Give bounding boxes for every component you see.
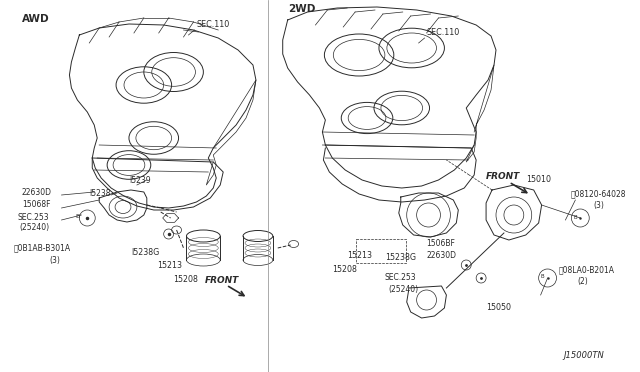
Text: l5238G: l5238G bbox=[131, 248, 159, 257]
Text: l5239: l5239 bbox=[129, 176, 150, 185]
Text: (3): (3) bbox=[593, 201, 604, 210]
Text: Ⓑ08120-64028: Ⓑ08120-64028 bbox=[570, 189, 626, 198]
Text: l5238: l5238 bbox=[89, 189, 111, 198]
Text: SEC.253: SEC.253 bbox=[385, 273, 417, 282]
Text: 15050: 15050 bbox=[486, 303, 511, 312]
Text: SEC.110: SEC.110 bbox=[426, 28, 460, 37]
Text: B: B bbox=[573, 215, 577, 219]
Text: 15010: 15010 bbox=[525, 175, 551, 184]
Text: FRONT: FRONT bbox=[204, 276, 239, 285]
Text: (2): (2) bbox=[577, 277, 588, 286]
Text: 15208: 15208 bbox=[173, 275, 198, 284]
Text: 15068F: 15068F bbox=[22, 200, 51, 209]
Text: 15238G: 15238G bbox=[385, 253, 416, 262]
Text: FRONT: FRONT bbox=[486, 172, 520, 181]
Text: J15000TN: J15000TN bbox=[563, 351, 604, 360]
Text: 1506BF: 1506BF bbox=[426, 239, 456, 248]
Text: B: B bbox=[541, 275, 545, 279]
Text: (25240): (25240) bbox=[389, 285, 419, 294]
Text: Ⓑ0B1AB-B301A: Ⓑ0B1AB-B301A bbox=[14, 243, 71, 252]
Text: 22630D: 22630D bbox=[426, 251, 456, 260]
Text: SEC.110: SEC.110 bbox=[196, 20, 230, 29]
Text: 15208: 15208 bbox=[332, 265, 357, 274]
Text: (25240): (25240) bbox=[20, 223, 50, 232]
Text: (3): (3) bbox=[49, 256, 60, 265]
Text: 15213: 15213 bbox=[347, 251, 372, 260]
Text: 2WD: 2WD bbox=[287, 4, 315, 14]
Text: 22630D: 22630D bbox=[22, 188, 52, 197]
Text: SEC.253: SEC.253 bbox=[18, 213, 49, 222]
Text: AWD: AWD bbox=[22, 14, 49, 24]
Text: 15213: 15213 bbox=[157, 261, 182, 270]
Text: B: B bbox=[76, 214, 79, 218]
Text: Ⓑ08LA0-B201A: Ⓑ08LA0-B201A bbox=[559, 265, 614, 274]
